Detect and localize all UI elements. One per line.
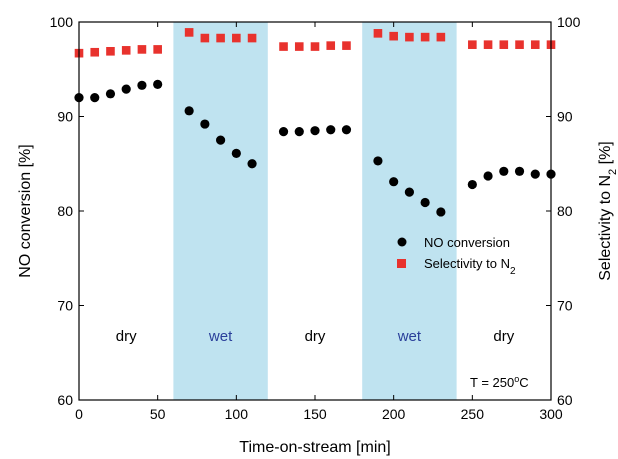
x-tick-label-1: 50 bbox=[150, 406, 166, 422]
series-1-point-25 bbox=[530, 40, 540, 49]
x-tick-label-3: 150 bbox=[303, 406, 327, 422]
regions-layer: dry wet dry wet dry bbox=[116, 22, 515, 400]
x-tick-label-4: 200 bbox=[382, 406, 406, 422]
series-1-point-15 bbox=[342, 41, 351, 50]
points-layer bbox=[74, 28, 556, 217]
legend-marker-selectivity bbox=[397, 259, 406, 268]
series-1-point-19 bbox=[420, 32, 430, 42]
y-axis-title: NO conversion [%] bbox=[17, 144, 34, 277]
series-0-point-6 bbox=[184, 106, 194, 116]
legend-label-selectivity: Selectivity to N2 bbox=[424, 256, 516, 277]
series-1-point-5 bbox=[153, 45, 162, 54]
temperature-annotation: T = 250oC bbox=[470, 374, 529, 390]
series-0-point-20 bbox=[436, 207, 446, 217]
series-0-point-9 bbox=[231, 148, 241, 158]
series-0-point-1 bbox=[90, 93, 100, 103]
series-1-point-18 bbox=[405, 32, 414, 42]
series-1-point-7 bbox=[200, 33, 210, 43]
region-label-3: wet bbox=[397, 328, 422, 345]
series-1-point-24 bbox=[515, 40, 524, 49]
series-1-point-3 bbox=[121, 46, 131, 55]
y-tick-label-2: 80 bbox=[57, 203, 73, 219]
series-1-point-17 bbox=[389, 31, 398, 41]
x-tick-label-0: 0 bbox=[75, 406, 83, 422]
series-1-point-22 bbox=[483, 40, 493, 49]
series-0-point-3 bbox=[121, 84, 131, 94]
x-tick-label-6: 300 bbox=[539, 406, 563, 422]
series-0-point-22 bbox=[483, 171, 493, 181]
y2-axis-title-sub: 2 bbox=[607, 169, 618, 175]
region-label-4: dry bbox=[493, 328, 514, 345]
legend-label-selectivity-sub: 2 bbox=[510, 266, 516, 277]
x-tick-label-2: 100 bbox=[225, 406, 249, 422]
series-1-point-1 bbox=[90, 47, 100, 57]
y-tick-label-3: 90 bbox=[57, 109, 73, 125]
series-0-point-4 bbox=[137, 80, 147, 90]
y2-axis-title-unit: [%] bbox=[597, 141, 614, 169]
series-0-point-23 bbox=[499, 166, 509, 176]
y2-tick-label-2: 80 bbox=[557, 203, 573, 219]
y2-tick-label-1: 70 bbox=[557, 298, 573, 314]
annotation-degree: o bbox=[514, 374, 519, 384]
series-1-point-10 bbox=[247, 33, 257, 43]
series-1-point-23 bbox=[499, 40, 509, 49]
series-0-point-15 bbox=[341, 125, 352, 135]
series-0-point-8 bbox=[216, 135, 226, 145]
series-0-point-12 bbox=[294, 127, 304, 137]
annotation-unit: C bbox=[519, 375, 528, 390]
series-0-point-10 bbox=[247, 159, 257, 169]
series-0-point-16 bbox=[373, 156, 383, 166]
legend-marker-no-conversion bbox=[397, 237, 407, 247]
region-shade-1 bbox=[173, 22, 268, 400]
y2-axis-title: Selectivity to N2 [%] bbox=[597, 141, 618, 281]
series-1-point-12 bbox=[294, 42, 304, 51]
series-0-point-11 bbox=[278, 127, 289, 137]
legend: NO conversion Selectivity to N2 bbox=[397, 235, 516, 277]
series-1-point-8 bbox=[216, 33, 225, 43]
series-0-point-7 bbox=[200, 119, 210, 129]
series-1-point-14 bbox=[326, 41, 336, 50]
region-label-1: wet bbox=[208, 328, 233, 345]
series-0-point-18 bbox=[404, 187, 414, 197]
series-0-point-19 bbox=[420, 197, 430, 208]
region-label-0: dry bbox=[116, 328, 137, 345]
legend-label-selectivity-main: Selectivity to N bbox=[424, 256, 510, 271]
series-1-point-4 bbox=[137, 45, 147, 54]
series-0-point-2 bbox=[105, 89, 116, 99]
series-1-point-21 bbox=[468, 40, 477, 49]
series-1-point-2 bbox=[106, 46, 115, 56]
series-1-point-20 bbox=[436, 32, 446, 42]
legend-label-no-conversion: NO conversion bbox=[424, 235, 510, 250]
region-label-2: dry bbox=[305, 328, 326, 345]
series-0-point-17 bbox=[389, 177, 399, 187]
series-0-point-5 bbox=[153, 79, 163, 89]
y-tick-label-0: 60 bbox=[57, 392, 73, 408]
y2-tick-label-3: 90 bbox=[557, 109, 573, 125]
series-0-point-24 bbox=[514, 166, 525, 176]
y-tick-label-4: 100 bbox=[50, 14, 74, 30]
x-tick-label-5: 250 bbox=[461, 406, 485, 422]
y2-axis-title-main: Selectivity to N bbox=[597, 175, 614, 281]
y2-tick-label-4: 100 bbox=[557, 14, 581, 30]
series-1-point-6 bbox=[184, 28, 194, 37]
series-0-point-21 bbox=[467, 179, 477, 190]
series-1-point-16 bbox=[373, 29, 383, 38]
series-0-point-13 bbox=[310, 126, 320, 136]
series-0-point-25 bbox=[530, 169, 540, 179]
series-1-point-11 bbox=[279, 42, 288, 51]
series-0-point-14 bbox=[326, 125, 336, 135]
series-1-point-9 bbox=[232, 33, 241, 43]
annotation-main: T = 250 bbox=[470, 375, 514, 390]
y2-tick-label-0: 60 bbox=[557, 392, 573, 408]
x-axis-title: Time-on-stream [min] bbox=[239, 439, 390, 456]
series-1-point-13 bbox=[310, 42, 320, 51]
y-tick-label-1: 70 bbox=[57, 298, 73, 314]
